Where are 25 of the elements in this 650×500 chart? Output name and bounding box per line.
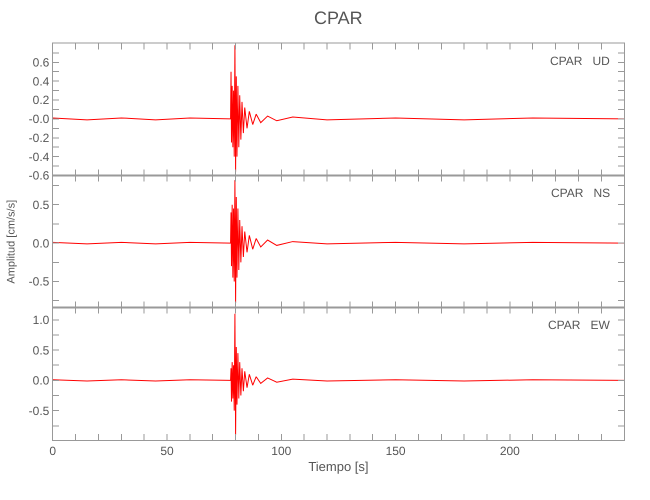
x-tick-label: 0 (49, 444, 56, 458)
y-tick-label: 0.5 (32, 343, 50, 358)
annotation: CPAR NS (551, 186, 610, 200)
annotation: CPAR UD (550, 54, 610, 68)
y-tick-label: 1.0 (32, 312, 50, 327)
x-tick-label: 50 (160, 444, 174, 458)
x-axis-title: Tiempo [s] (308, 458, 369, 474)
y-tick-label: -0.5 (28, 404, 50, 418)
y-tick-label: 0.0 (32, 374, 50, 388)
y-tick-label: -0.2 (28, 130, 50, 145)
y-tick-label: 0.6 (32, 55, 50, 70)
y-tick-label: 0.0 (32, 236, 50, 250)
annotation: CPAR EW (548, 318, 610, 332)
y-tick-label: -0.4 (28, 150, 50, 164)
y-tick-label: 0.4 (32, 74, 50, 88)
x-tick-label: 150 (386, 444, 406, 458)
x-tick-label: 100 (271, 444, 292, 458)
y-tick-label: 0.2 (32, 93, 50, 108)
y-tick-label: -0.5 (28, 274, 50, 289)
x-tick-label: 200 (500, 444, 520, 458)
y-axis-title: Amplitud [cm/s/s] (5, 200, 18, 284)
y-tick-label: -0.6 (28, 168, 50, 183)
y-tick-label: -0.0 (28, 112, 50, 126)
chart-title: CPAR (314, 8, 363, 28)
y-tick-label: 0.5 (32, 198, 50, 212)
